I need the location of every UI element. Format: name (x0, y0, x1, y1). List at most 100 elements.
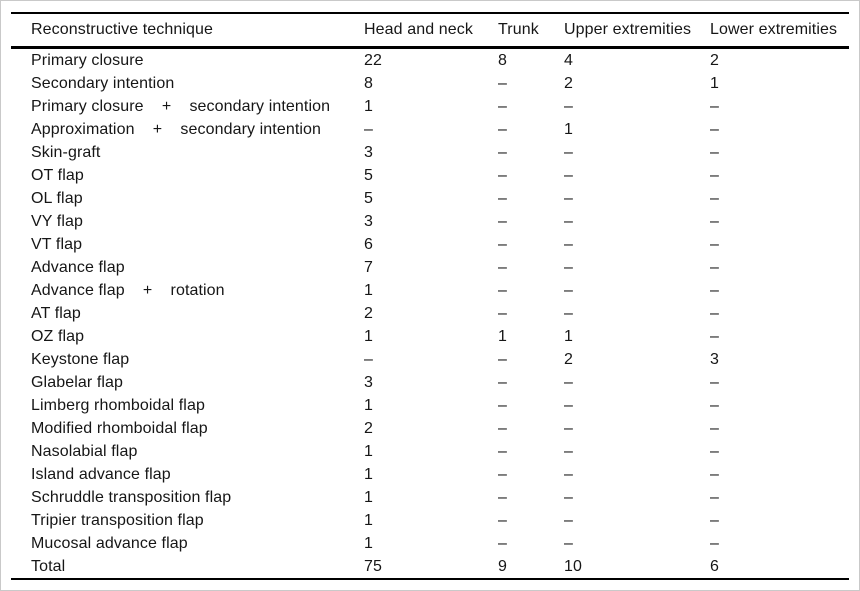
cell-head_and_neck: 2 (364, 419, 373, 437)
cell-trunk: – (498, 281, 507, 299)
cell-technique: Mucosal advance flap (31, 534, 188, 552)
cell-lower_extremities: – (710, 212, 719, 230)
cell-lower_extremities: – (710, 235, 719, 253)
table-head: Reconstructive technique Head and neck Tru… (11, 13, 849, 48)
cell-trunk: – (498, 373, 507, 391)
cell-upper_extremities: – (564, 304, 573, 322)
column-header-technique: Reconstructive technique (31, 21, 214, 38)
cell-technique: Total (31, 557, 66, 575)
table-row: VT flap 6 – – – (11, 233, 849, 256)
cell-lower_extremities: – (710, 258, 719, 276)
cell-upper_extremities: – (564, 465, 573, 483)
cell-upper_extremities: – (564, 488, 573, 506)
table-row: Advance flap 7 – – – (11, 256, 849, 279)
cell-upper_extremities: – (564, 442, 573, 460)
cell-lower_extremities: 2 (710, 51, 719, 69)
table-row: AT flap 2 – – – (11, 302, 849, 325)
column-header-trunk: Trunk (498, 21, 539, 38)
table-body: Primary closure 22 8 4 2 Secondary intention 8… (11, 48, 849, 580)
cell-lower_extremities: – (710, 97, 719, 115)
table-row: Secondary intention 8 – 2 1 (11, 72, 849, 95)
cell-head_and_neck: 7 (364, 258, 373, 276)
table-row: OL flap 5 – – – (11, 187, 849, 210)
table-row: Primary closure 22 8 4 2 (11, 48, 849, 73)
cell-lower_extremities: – (710, 327, 719, 345)
cell-trunk: – (498, 166, 507, 184)
cell-trunk: – (498, 304, 507, 322)
column-header-head_and_neck: Head and neck (364, 21, 473, 38)
cell-technique: Secondary intention (31, 74, 175, 92)
cell-trunk: – (498, 350, 507, 368)
cell-technique: Glabelar flap (31, 373, 124, 391)
cell-technique: Primary closure (31, 51, 144, 69)
cell-lower_extremities: – (710, 166, 719, 184)
table-row: Mucosal advance flap 1 – – – (11, 532, 849, 555)
cell-upper_extremities: – (564, 143, 573, 161)
cell-upper_extremities: – (564, 534, 573, 552)
cell-lower_extremities: 6 (710, 557, 719, 575)
cell-upper_extremities: – (564, 212, 573, 230)
cell-lower_extremities: – (710, 442, 719, 460)
cell-upper_extremities: – (564, 396, 573, 414)
cell-technique: VY flap (31, 212, 83, 230)
cell-lower_extremities: – (710, 373, 719, 391)
cell-head_and_neck: 5 (364, 166, 373, 184)
table-row: Modified rhomboidal flap 2 – – – (11, 417, 849, 440)
table-row: Tripier transposition flap 1 – – – (11, 509, 849, 532)
cell-technique: Skin-graft (31, 143, 101, 161)
cell-head_and_neck: 2 (364, 304, 373, 322)
cell-lower_extremities: 1 (710, 74, 719, 92)
cell-head_and_neck: – (364, 120, 373, 138)
table-row: Keystone flap – – 2 3 (11, 348, 849, 371)
cell-head_and_neck: 3 (364, 212, 373, 230)
cell-upper_extremities: – (564, 258, 573, 276)
table-row-total: Total 75 9 10 6 (11, 555, 849, 579)
cell-upper_extremities: – (564, 235, 573, 253)
cell-trunk: – (498, 97, 507, 115)
cell-technique: Keystone flap (31, 350, 130, 368)
table-row: Approximation + secondary intention – – 1 – (11, 118, 849, 141)
cell-trunk: – (498, 442, 507, 460)
cell-technique: Advance flap (31, 258, 125, 276)
table-row: Skin-graft 3 – – – (11, 141, 849, 164)
column-header-upper_extremities: Upper extremities (564, 21, 692, 38)
table-row: OZ flap 1 1 1 – (11, 325, 849, 348)
reconstructive-technique-table: Reconstructive technique Head and neck Tru… (11, 12, 849, 580)
cell-upper_extremities: – (564, 373, 573, 391)
cell-upper_extremities: 2 (564, 350, 573, 368)
cell-head_and_neck: 8 (364, 74, 373, 92)
cell-head_and_neck: 1 (364, 281, 373, 299)
table-row: Island advance flap 1 – – – (11, 463, 849, 486)
cell-trunk: – (498, 511, 507, 529)
cell-trunk: – (498, 419, 507, 437)
cell-technique: Modified rhomboidal flap (31, 419, 208, 437)
cell-trunk: 9 (498, 557, 507, 575)
cell-technique: Limberg rhomboidal flap (31, 396, 205, 414)
cell-upper_extremities: 10 (564, 557, 582, 575)
cell-head_and_neck: 1 (364, 396, 373, 414)
column-header-lower_extremities: Lower extremities (710, 21, 838, 38)
cell-trunk: – (498, 396, 507, 414)
cell-upper_extremities: 1 (564, 120, 573, 138)
cell-technique: AT flap (31, 304, 81, 322)
cell-technique: Nasolabial flap (31, 442, 138, 460)
cell-lower_extremities: – (710, 534, 719, 552)
cell-head_and_neck: 6 (364, 235, 373, 253)
cell-lower_extremities: – (710, 396, 719, 414)
cell-technique: Advance flap + rotation (31, 281, 225, 299)
cell-head_and_neck: 1 (364, 442, 373, 460)
cell-upper_extremities: – (564, 97, 573, 115)
cell-upper_extremities: – (564, 419, 573, 437)
cell-trunk: – (498, 258, 507, 276)
cell-trunk: – (498, 212, 507, 230)
cell-technique: OL flap (31, 189, 83, 207)
cell-technique: OT flap (31, 166, 84, 184)
cell-head_and_neck: 1 (364, 488, 373, 506)
cell-head_and_neck: 1 (364, 97, 373, 115)
cell-lower_extremities: – (710, 488, 719, 506)
cell-lower_extremities: – (710, 143, 719, 161)
cell-lower_extremities: – (710, 189, 719, 207)
cell-lower_extremities: – (710, 281, 719, 299)
table-row: Advance flap + rotation 1 – – – (11, 279, 849, 302)
